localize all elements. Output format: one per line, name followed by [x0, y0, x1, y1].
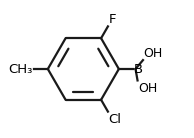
Text: B: B — [134, 63, 143, 75]
Text: F: F — [109, 13, 117, 26]
Text: OH: OH — [144, 47, 163, 60]
Text: Cl: Cl — [109, 113, 122, 126]
Text: CH₃: CH₃ — [9, 63, 33, 75]
Text: OH: OH — [138, 82, 157, 95]
